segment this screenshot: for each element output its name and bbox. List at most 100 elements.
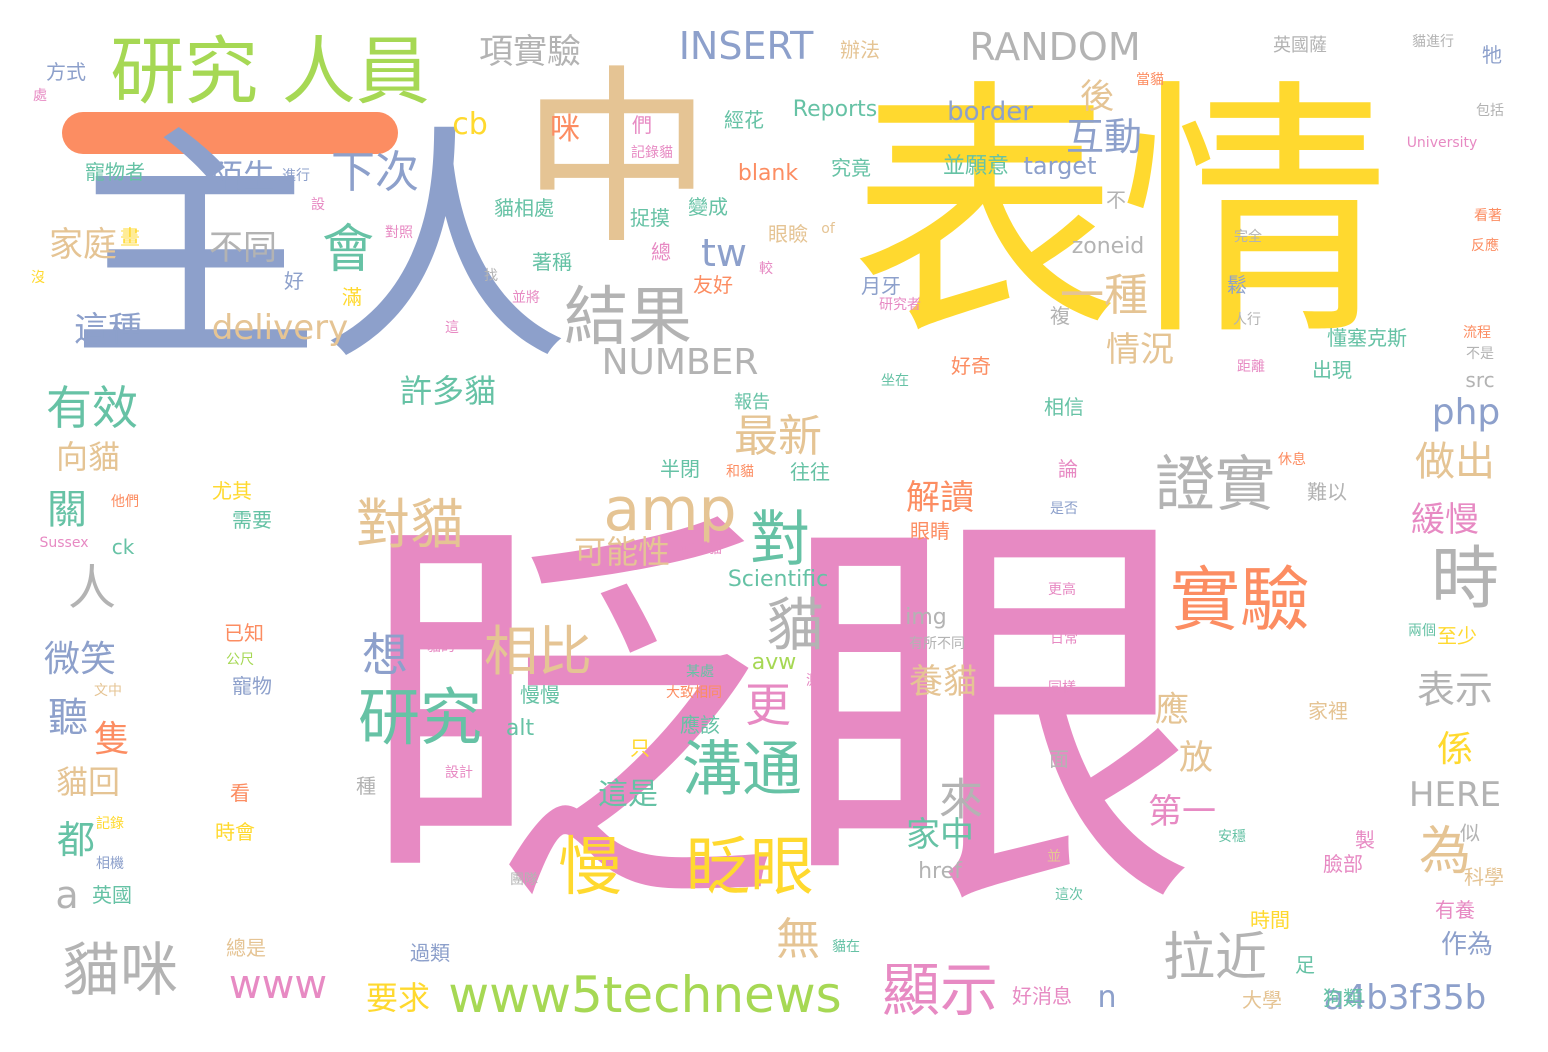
cloud-word: 來: [931, 776, 982, 820]
cloud-word: 完全: [1234, 229, 1262, 245]
cloud-word: src: [1465, 368, 1495, 392]
cloud-word: 更: [745, 678, 791, 732]
cloud-word: 許多貓: [399, 372, 497, 410]
cloud-word: NUMBER: [601, 342, 759, 383]
cloud-word: 眨眼: [360, 475, 1200, 964]
cloud-word: 貓進行: [1412, 34, 1454, 50]
cloud-word: Reports: [792, 97, 878, 122]
cloud-word: 記錄: [96, 816, 124, 832]
cloud-word: 貓相處: [494, 196, 554, 220]
cloud-word: 作為: [1440, 930, 1494, 960]
cloud-word: 半閉: [660, 457, 700, 481]
cloud-word: 設計: [445, 765, 473, 781]
cloud-word: 並: [1047, 849, 1061, 865]
cloud-word: 無: [776, 914, 820, 965]
cloud-word: 臉部: [1323, 852, 1363, 876]
cloud-word: Scientific: [727, 567, 829, 592]
cloud-word: 報告: [734, 392, 770, 413]
cloud-word: 是否: [1050, 501, 1078, 517]
cloud-word: 設: [311, 197, 325, 213]
cloud-word: a: [55, 873, 79, 917]
cloud-word: 需要: [232, 508, 272, 532]
cloud-word: 英國薩: [1273, 35, 1327, 56]
cloud-word: 總: [651, 240, 671, 264]
cloud-word: 他們: [111, 494, 139, 510]
cloud-word: 找: [484, 268, 498, 284]
cloud-word: 咪: [550, 112, 580, 147]
cloud-word: RANDOM: [969, 25, 1141, 69]
cloud-word: 兩個: [1408, 623, 1436, 639]
cloud-word: 項實驗: [479, 32, 581, 72]
cloud-word: 看: [230, 781, 250, 805]
cloud-word: 畫: [120, 225, 140, 249]
cloud-word: href: [918, 859, 962, 884]
cloud-word: 過類: [410, 941, 450, 965]
cloud-word: 有養: [1435, 898, 1475, 922]
cloud-word: 看著: [1474, 208, 1502, 224]
cloud-word: 都: [56, 818, 96, 862]
cloud-word: 相比: [484, 620, 592, 683]
cloud-word: 安穩: [1218, 829, 1246, 845]
cloud-word: 聽: [48, 695, 88, 741]
cloud-word: 大致相同: [666, 685, 722, 701]
cloud-word: 鬆: [1227, 273, 1247, 297]
cloud-word: 對貓: [356, 493, 464, 556]
cloud-word: 並願意: [942, 154, 1010, 179]
cloud-word: ck: [111, 535, 135, 559]
cloud-word: 確認貓: [680, 541, 722, 557]
cloud-word: 測試: [806, 673, 834, 689]
cloud-word: 面: [1049, 747, 1069, 771]
cloud-word: avw: [751, 650, 797, 675]
cloud-word: 應: [1155, 690, 1189, 730]
cloud-word: 休息: [1278, 452, 1306, 468]
cloud-word: 做出: [1415, 439, 1495, 485]
cloud-word: 好奇: [951, 354, 991, 378]
cloud-word: php: [1431, 392, 1501, 433]
cloud-word: 貓: [765, 591, 825, 659]
cloud-word: 人: [67, 560, 117, 616]
cloud-word: 下次: [331, 147, 419, 198]
cloud-word: 牠: [1482, 43, 1502, 67]
cloud-word: 對照: [385, 225, 413, 241]
cloud-word: 想: [362, 628, 408, 682]
cloud-word: 慢: [558, 831, 622, 905]
cloud-word: 論: [1058, 457, 1078, 481]
cloud-word: 大學: [1242, 988, 1282, 1012]
cloud-word: 向貓: [55, 438, 121, 476]
cloud-word: 月牙: [861, 274, 901, 298]
cloud-word: 難以: [1307, 480, 1347, 504]
cloud-word: 第一: [1148, 792, 1216, 832]
cloud-word: 究竟: [831, 156, 871, 180]
cloud-word: cb: [452, 107, 488, 142]
cloud-word: 包括: [1476, 103, 1504, 119]
cloud-word: 表示: [1416, 668, 1494, 712]
cloud-word: 往往: [790, 460, 830, 484]
cloud-word: 這次: [1055, 887, 1083, 903]
cloud-word: 最新: [734, 411, 822, 462]
cloud-word: 家庭: [49, 225, 117, 265]
decorative-bar: [62, 112, 398, 154]
cloud-word: University: [1406, 135, 1478, 151]
cloud-word: 友好: [693, 273, 733, 297]
cloud-word: 和貓: [726, 464, 754, 480]
cloud-word: 緩慢: [1411, 500, 1479, 540]
cloud-word: 放: [1179, 738, 1213, 778]
cloud-word: 文中: [94, 683, 122, 699]
cloud-word: border: [947, 97, 1033, 127]
cloud-word: 相機: [96, 856, 124, 872]
cloud-word: 研究 人員: [110, 29, 430, 115]
cloud-word: 後: [1080, 77, 1114, 117]
cloud-word: 進行: [282, 168, 310, 184]
cloud-word: 寵物: [232, 674, 272, 698]
cloud-word: Sussex: [39, 535, 89, 551]
cloud-word: 應該: [680, 713, 720, 737]
cloud-word: 表情: [850, 57, 1390, 372]
cloud-word: zoneid: [1071, 234, 1145, 259]
cloud-word: target: [1023, 152, 1097, 180]
cloud-word: 只: [630, 736, 650, 760]
cloud-word: 貓的: [427, 639, 455, 655]
cloud-word: 顯示: [881, 956, 999, 1024]
cloud-word: tw: [701, 231, 747, 275]
cloud-word: 可能性: [573, 533, 671, 571]
cloud-word: 著稱: [532, 250, 572, 274]
